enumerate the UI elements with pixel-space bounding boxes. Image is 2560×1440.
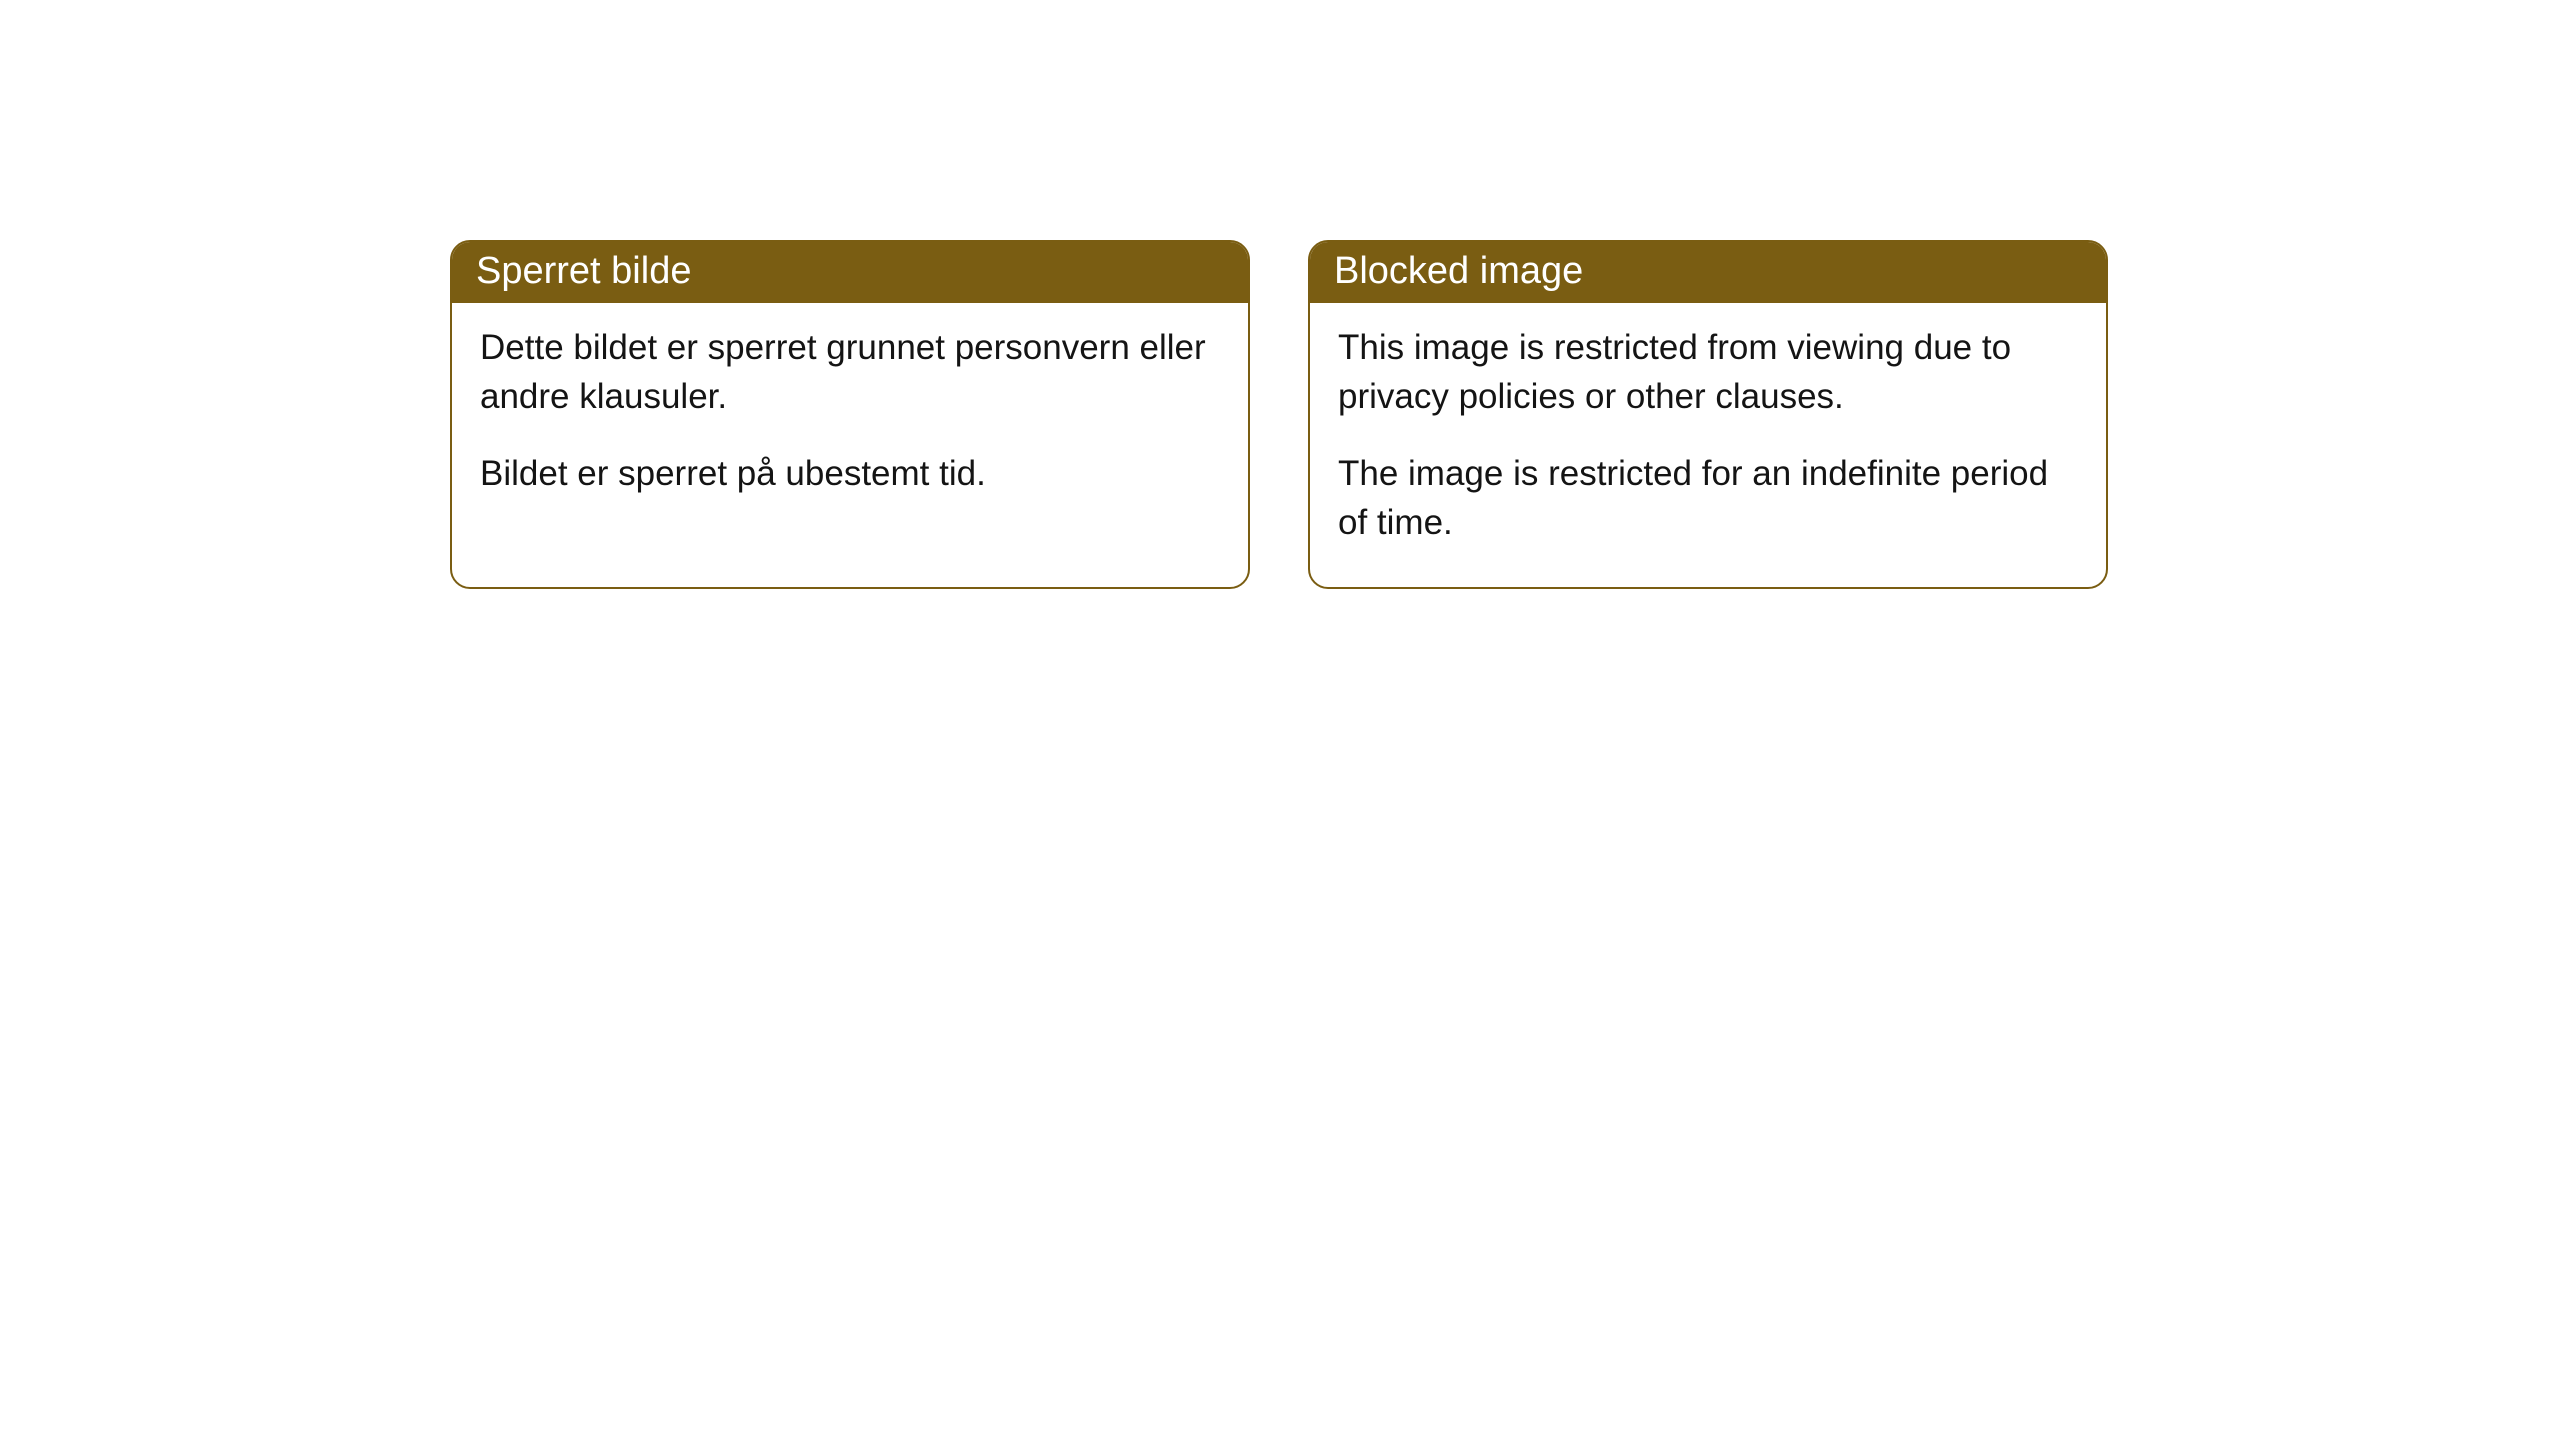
card-paragraph-2-norwegian: Bildet er sperret på ubestemt tid.: [480, 449, 1220, 498]
blocked-image-card-norwegian: Sperret bilde Dette bildet er sperret gr…: [450, 240, 1250, 589]
notice-cards-container: Sperret bilde Dette bildet er sperret gr…: [450, 240, 2560, 589]
card-paragraph-2-english: The image is restricted for an indefinit…: [1338, 449, 2078, 547]
card-header-norwegian: Sperret bilde: [452, 242, 1248, 303]
blocked-image-card-english: Blocked image This image is restricted f…: [1308, 240, 2108, 589]
card-paragraph-1-norwegian: Dette bildet er sperret grunnet personve…: [480, 323, 1220, 421]
card-title-english: Blocked image: [1334, 250, 1583, 292]
card-body-english: This image is restricted from viewing du…: [1310, 303, 2106, 587]
card-title-norwegian: Sperret bilde: [476, 250, 691, 292]
card-header-english: Blocked image: [1310, 242, 2106, 303]
card-paragraph-1-english: This image is restricted from viewing du…: [1338, 323, 2078, 421]
card-body-norwegian: Dette bildet er sperret grunnet personve…: [452, 303, 1248, 538]
